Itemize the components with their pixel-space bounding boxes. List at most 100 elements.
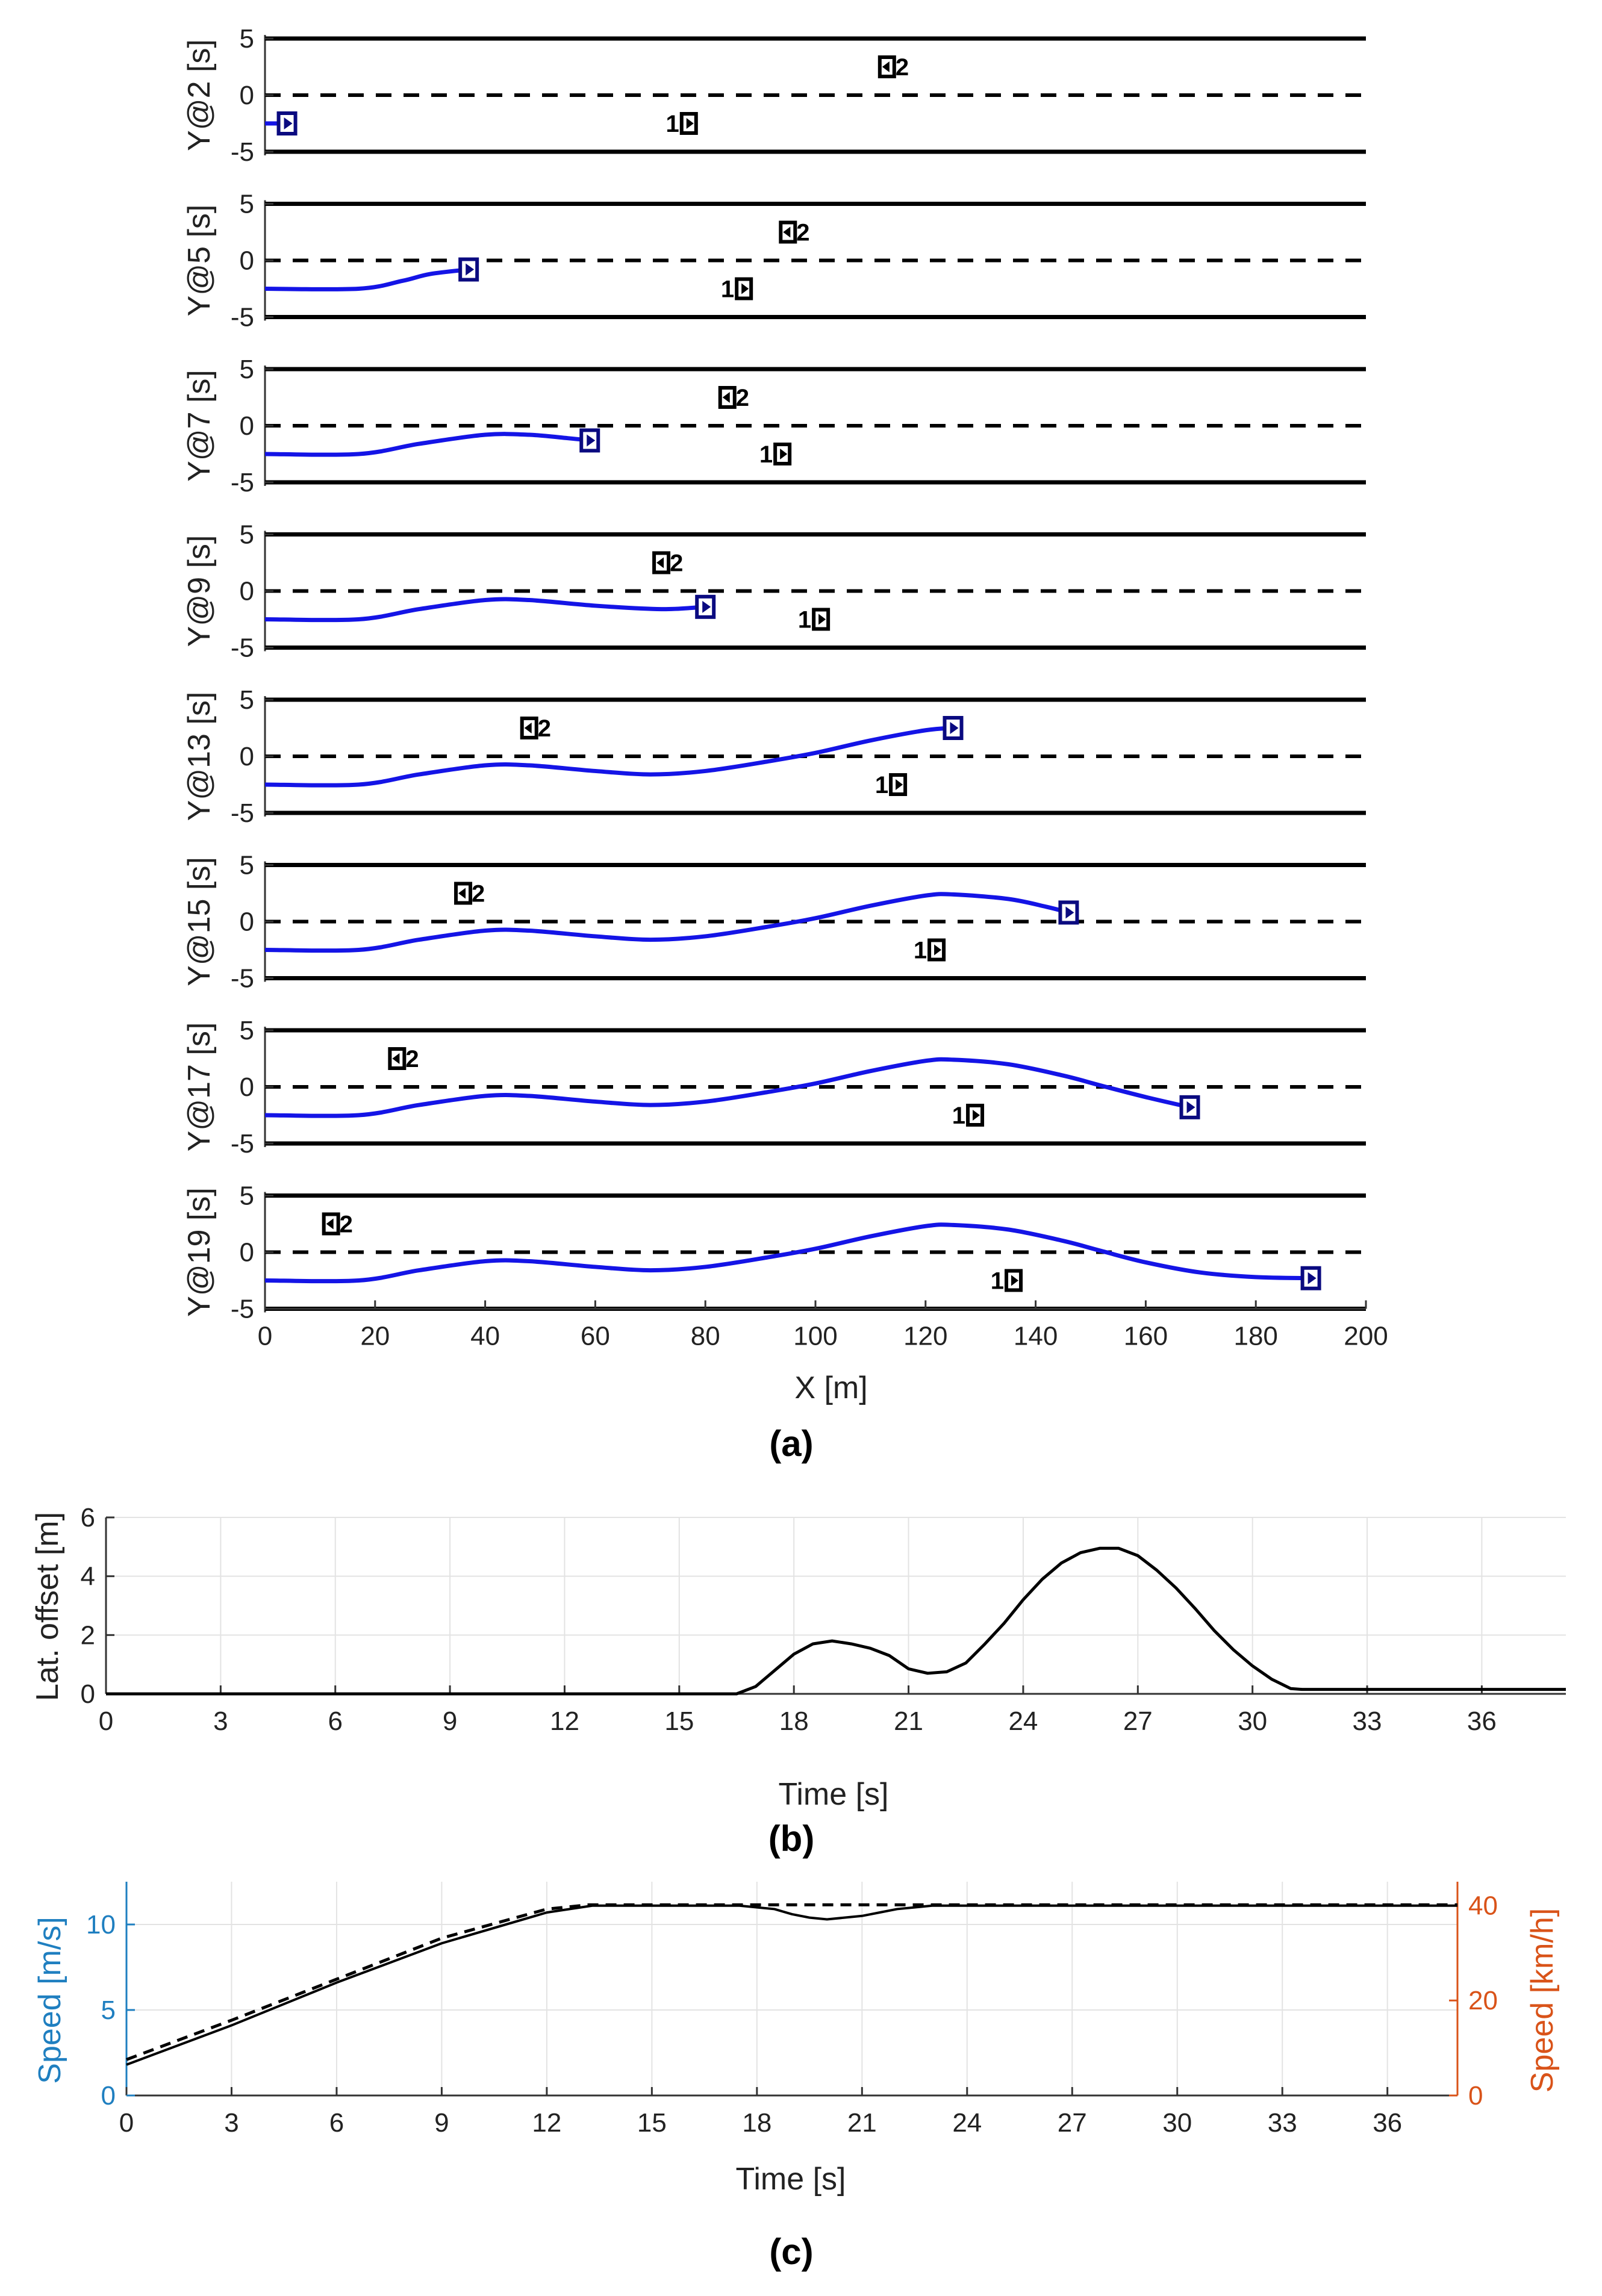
x-tick-label: 12 — [550, 1706, 579, 1736]
lateral-offset-line — [106, 1546, 1566, 1696]
vehicle-1-marker — [735, 277, 753, 300]
ego-arrow-icon — [466, 263, 475, 276]
actual-speed-line — [126, 1904, 1457, 2066]
vehicle-2-marker — [454, 882, 473, 905]
x-tick-label: 20 — [360, 1322, 390, 1351]
y-tick-label: 5 — [240, 190, 254, 219]
x-tick-label: 36 — [1373, 2108, 1402, 2138]
x-tick-label: 24 — [952, 2108, 982, 2138]
ego-vehicle-marker — [458, 257, 479, 282]
y-tick-label: -5 — [231, 633, 254, 663]
vehicle-2-marker — [877, 55, 896, 78]
trajectory-subplot-4: 5 0 -5 Y@9 [s] 1 2 — [182, 520, 1366, 663]
vehicle-1-marker — [966, 1104, 985, 1127]
y-axis-label: Y@9 [s] — [182, 535, 217, 647]
ego-vehicle-marker — [943, 716, 964, 740]
vehicle-2-arrow-icon — [882, 61, 890, 72]
vehicle-1-marker — [1005, 1269, 1023, 1292]
ego-trajectory — [264, 1057, 1191, 1118]
x-tick-label: 6 — [328, 1706, 342, 1736]
vehicle-2-arrow-icon — [326, 1218, 334, 1230]
x-tick-label: 18 — [742, 2108, 771, 2138]
vehicle-1-label: 1 — [721, 276, 734, 303]
x-tick-label: 30 — [1162, 2108, 1192, 2138]
x-tick-label: 60 — [581, 1322, 610, 1351]
trajectory-subplot-2: 5 0 -5 Y@5 [s] 1 2 — [182, 190, 1366, 332]
x-tick-label: 40 — [470, 1322, 500, 1351]
vehicle-1-label: 1 — [798, 607, 811, 633]
y-tick-label: 4 — [81, 1562, 95, 1591]
x-tick-label: 24 — [1008, 1706, 1038, 1736]
x-tick-label: 200 — [1344, 1322, 1388, 1351]
y-tick-label: 0 — [240, 742, 254, 771]
vehicle-2-label: 2 — [736, 385, 749, 411]
left-y-tick-label: 5 — [101, 1996, 116, 2025]
x-tick-label: 3 — [224, 2108, 238, 2138]
vehicle-1-arrow-icon — [741, 283, 749, 294]
left-y-tick-label: 10 — [86, 1910, 116, 1940]
panel-a-caption: (a) — [769, 1423, 813, 1464]
y-tick-label: 5 — [240, 1016, 254, 1045]
ego-vehicle-marker — [1300, 1266, 1321, 1290]
trajectory-subplot-6: 5 0 -5 Y@15 [s] 1 2 — [182, 851, 1366, 994]
x-tick-label: 6 — [329, 2108, 344, 2138]
vehicle-1-box — [679, 112, 698, 135]
y-tick-label: 0 — [240, 1072, 254, 1102]
vehicle-1-marker — [889, 773, 908, 796]
vehicle-1-label: 1 — [759, 441, 773, 468]
vehicle-2-marker — [779, 220, 797, 244]
plot-area — [126, 1882, 1457, 2095]
vehicle-1-marker — [927, 938, 946, 962]
vehicle-2-arrow-icon — [656, 557, 664, 568]
y-tick-label: -5 — [231, 137, 254, 167]
y-tick-label: 5 — [240, 355, 254, 384]
y-axis-label: Y@13 [s] — [182, 692, 217, 821]
y-tick-label: 0 — [240, 907, 254, 937]
vehicle-1-arrow-icon — [896, 779, 903, 790]
y-tick-label: 0 — [240, 411, 254, 441]
panel-c-ylabel-right: Speed [km/h] — [1525, 1908, 1560, 2092]
vehicle-2-arrow-icon — [783, 226, 791, 238]
y-tick-label: -5 — [231, 964, 254, 994]
vehicle-2-arrow-icon — [524, 723, 532, 733]
x-tick-label: 21 — [847, 2108, 877, 2138]
panel-b-xlabel: Time [s] — [779, 1777, 889, 1812]
vehicle-1-label: 1 — [952, 1103, 965, 1129]
x-tick-label: 12 — [532, 2108, 561, 2138]
vehicle-1-arrow-icon — [686, 118, 694, 129]
vehicle-2-label: 2 — [796, 220, 809, 246]
ego-trajectory — [264, 892, 1070, 953]
ego-trajectory — [264, 1222, 1311, 1284]
y-axis-label: Y@5 [s] — [182, 205, 217, 317]
vehicle-1-marker — [812, 608, 831, 631]
vehicle-1-label: 1 — [991, 1268, 1004, 1295]
right-y-tick-label: 0 — [1468, 2081, 1483, 2111]
vehicle-1-box — [927, 938, 946, 962]
y-axis-label: Y@2 [s] — [182, 39, 217, 151]
trajectory-subplot-1: 5 0 -5 Y@2 [s] 1 2 — [182, 24, 1366, 167]
vehicle-1-arrow-icon — [934, 944, 942, 956]
y-tick-label: -5 — [231, 468, 254, 497]
y-tick-label: -5 — [231, 1129, 254, 1159]
y-tick-label: 2 — [81, 1620, 95, 1650]
trajectory-subplot-8: 5 0 -5 Y@19 [s] 1 2 — [182, 1181, 1366, 1324]
x-tick-label: 30 — [1238, 1706, 1267, 1736]
y-tick-label: 0 — [240, 1238, 254, 1268]
vehicle-2-marker — [652, 551, 671, 574]
y-tick-label: 5 — [240, 1181, 254, 1211]
y-tick-label: -5 — [231, 1295, 254, 1324]
ego-vehicle-marker — [1179, 1095, 1200, 1119]
vehicle-2-label: 2 — [670, 550, 683, 577]
x-tick-label: 120 — [903, 1322, 947, 1351]
y-axis-label: Y@17 [s] — [182, 1022, 217, 1152]
y-axis-label: Y@19 [s] — [182, 1187, 217, 1317]
x-tick-label: 140 — [1014, 1322, 1058, 1351]
vehicle-2-label: 2 — [472, 881, 485, 907]
vehicle-2-label: 2 — [340, 1212, 353, 1238]
panel-b-caption: (b) — [768, 1818, 815, 1859]
y-axis-label: Y@7 [s] — [182, 370, 217, 482]
ego-trajectory — [264, 597, 706, 623]
ego-box — [695, 594, 716, 619]
trajectory-subplot-7: 5 0 -5 Y@17 [s] 1 2 — [182, 1016, 1366, 1159]
